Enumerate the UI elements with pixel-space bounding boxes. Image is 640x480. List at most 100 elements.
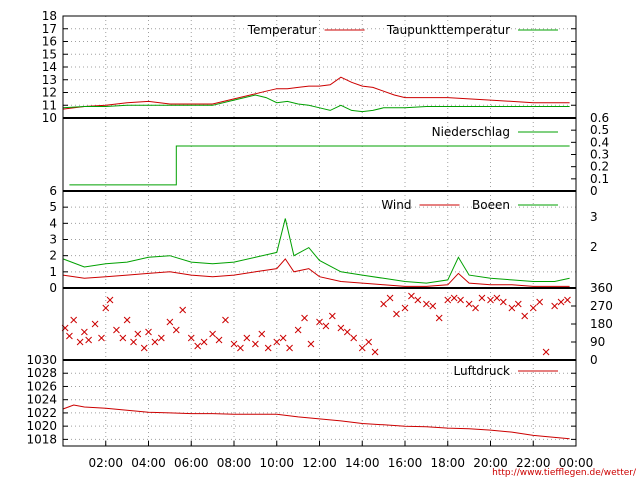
wind-direction-point (536, 298, 544, 306)
wind-direction-point-stroke (66, 332, 73, 340)
footer-url[interactable]: http://www.tiefflegen.de/wetter/ (492, 468, 637, 478)
wind-direction-point (328, 312, 336, 320)
wind-direction-point-stroke (343, 328, 351, 336)
wind-direction-point-stroke (258, 330, 266, 338)
y-tick-label: 1026 (26, 379, 57, 393)
wind-direction-point (521, 312, 529, 320)
y-tick-label: 13 (42, 73, 57, 87)
wind-direction-point-stroke (450, 294, 458, 302)
wind-direction-point (423, 300, 430, 308)
series-taupunkttemperatur-line (62, 94, 570, 113)
wind-direction-point-stroke (106, 296, 114, 304)
wind-direction-point (145, 328, 152, 336)
wind-direction-point-stroke (286, 344, 293, 352)
x-tick-label: 18:00 (430, 456, 465, 470)
y-tick-label: 16 (42, 35, 57, 49)
wind-direction-point-stroke (237, 344, 244, 352)
y-tick-label: 1022 (26, 406, 57, 420)
wind-direction-point (350, 334, 358, 342)
wind-direction-point-stroke (414, 296, 422, 304)
wind-direction-point-stroke (499, 298, 507, 306)
wind-direction-point (343, 328, 351, 336)
wind-direction-point-stroke (222, 316, 229, 324)
wind-direction-point-stroke (119, 334, 127, 342)
wind-direction-point-stroke (564, 296, 571, 304)
wind-direction-point (508, 304, 516, 312)
wind-direction-point (322, 322, 330, 330)
wind-direction-point (172, 326, 180, 334)
y-tick-label: 0.6 (590, 111, 609, 125)
wind-direction-point (252, 340, 259, 348)
wind-direction-point (371, 348, 379, 356)
wind-direction-point (386, 294, 394, 302)
y-tick-label: 1030 (26, 353, 57, 367)
wind-direction-point-stroke (85, 336, 93, 344)
y-tick-label: 17 (42, 22, 57, 36)
wind-direction-point (472, 304, 479, 312)
wind-direction-point (215, 336, 223, 344)
wind-direction-point (157, 334, 165, 342)
wind-direction-point (487, 296, 494, 304)
y-tick-label: 90 (590, 335, 605, 349)
wind-direction-point-stroke (380, 300, 387, 308)
wind-direction-point-stroke (444, 296, 452, 304)
y-tick-label: 1 (49, 265, 57, 279)
wind-direction-point-stroke (194, 342, 202, 350)
wind-direction-point (91, 320, 99, 328)
wind-direction-point (380, 300, 387, 308)
y-tick-label: 0.2 (590, 160, 609, 174)
wind-direction-point (551, 302, 558, 310)
x-tick-label: 08:00 (217, 456, 252, 470)
right-scale-label: 2 (590, 240, 598, 254)
x-tick-label: 02:00 (88, 456, 123, 470)
wind-direction-point-stroke (508, 304, 516, 312)
wind-direction-point-stroke (91, 320, 99, 328)
wind-direction-point-stroke (350, 334, 358, 342)
wind-direction-point-stroke (307, 340, 315, 348)
wind-direction-point-stroke (98, 334, 105, 342)
wind-direction-point (123, 316, 131, 324)
wind-direction-point-stroke (301, 314, 308, 322)
wind-direction-point (273, 338, 281, 346)
y-tick-label: 0 (590, 353, 598, 367)
wind-direction-point-stroke (76, 338, 84, 346)
grid-layer (63, 15, 576, 446)
wind-direction-point-stroke (200, 338, 208, 346)
wind-direction-point-stroke (465, 300, 473, 308)
marks-layer (61, 76, 571, 440)
y-tick-label: 1024 (26, 393, 57, 407)
wind-direction-point (85, 336, 93, 344)
wind-direction-point-stroke (316, 318, 323, 326)
wind-direction-point-stroke (172, 326, 180, 334)
wind-direction-point (106, 296, 114, 304)
wind-direction-point (230, 340, 238, 348)
wind-direction-point-stroke (113, 326, 120, 334)
wind-direction-point (514, 300, 522, 308)
wind-direction-point (81, 328, 88, 336)
right-scale-label: 3 (590, 210, 598, 224)
wind-direction-point-stroke (337, 324, 345, 332)
x-tick-label: 16:00 (388, 456, 423, 470)
wind-direction-point (435, 314, 443, 322)
wind-direction-point (237, 344, 244, 352)
wind-direction-point-stroke (134, 330, 142, 338)
wind-direction-point (429, 302, 437, 310)
wind-direction-point-stroke (365, 338, 373, 346)
wind-direction-point (264, 344, 272, 352)
y-tick-label: 12 (42, 86, 57, 100)
x-tick-label: 14:00 (345, 456, 380, 470)
y-tick-label: 2 (49, 249, 57, 263)
wind-direction-point-stroke (179, 306, 187, 314)
wind-direction-point-stroke (393, 310, 400, 318)
x-tick-label: 10:00 (259, 456, 294, 470)
wind-direction-point (113, 326, 120, 334)
wind-direction-point-stroke (536, 298, 544, 306)
wind-direction-point (258, 330, 266, 338)
y-tick-label: 5 (49, 200, 57, 214)
wind-direction-point (70, 316, 78, 324)
x-tick-label: 06:00 (174, 456, 209, 470)
wind-direction-point-stroke (294, 326, 302, 334)
wind-direction-point-stroke (551, 302, 558, 310)
wind-direction-point-stroke (435, 314, 443, 322)
wind-direction-point-stroke (273, 338, 281, 346)
